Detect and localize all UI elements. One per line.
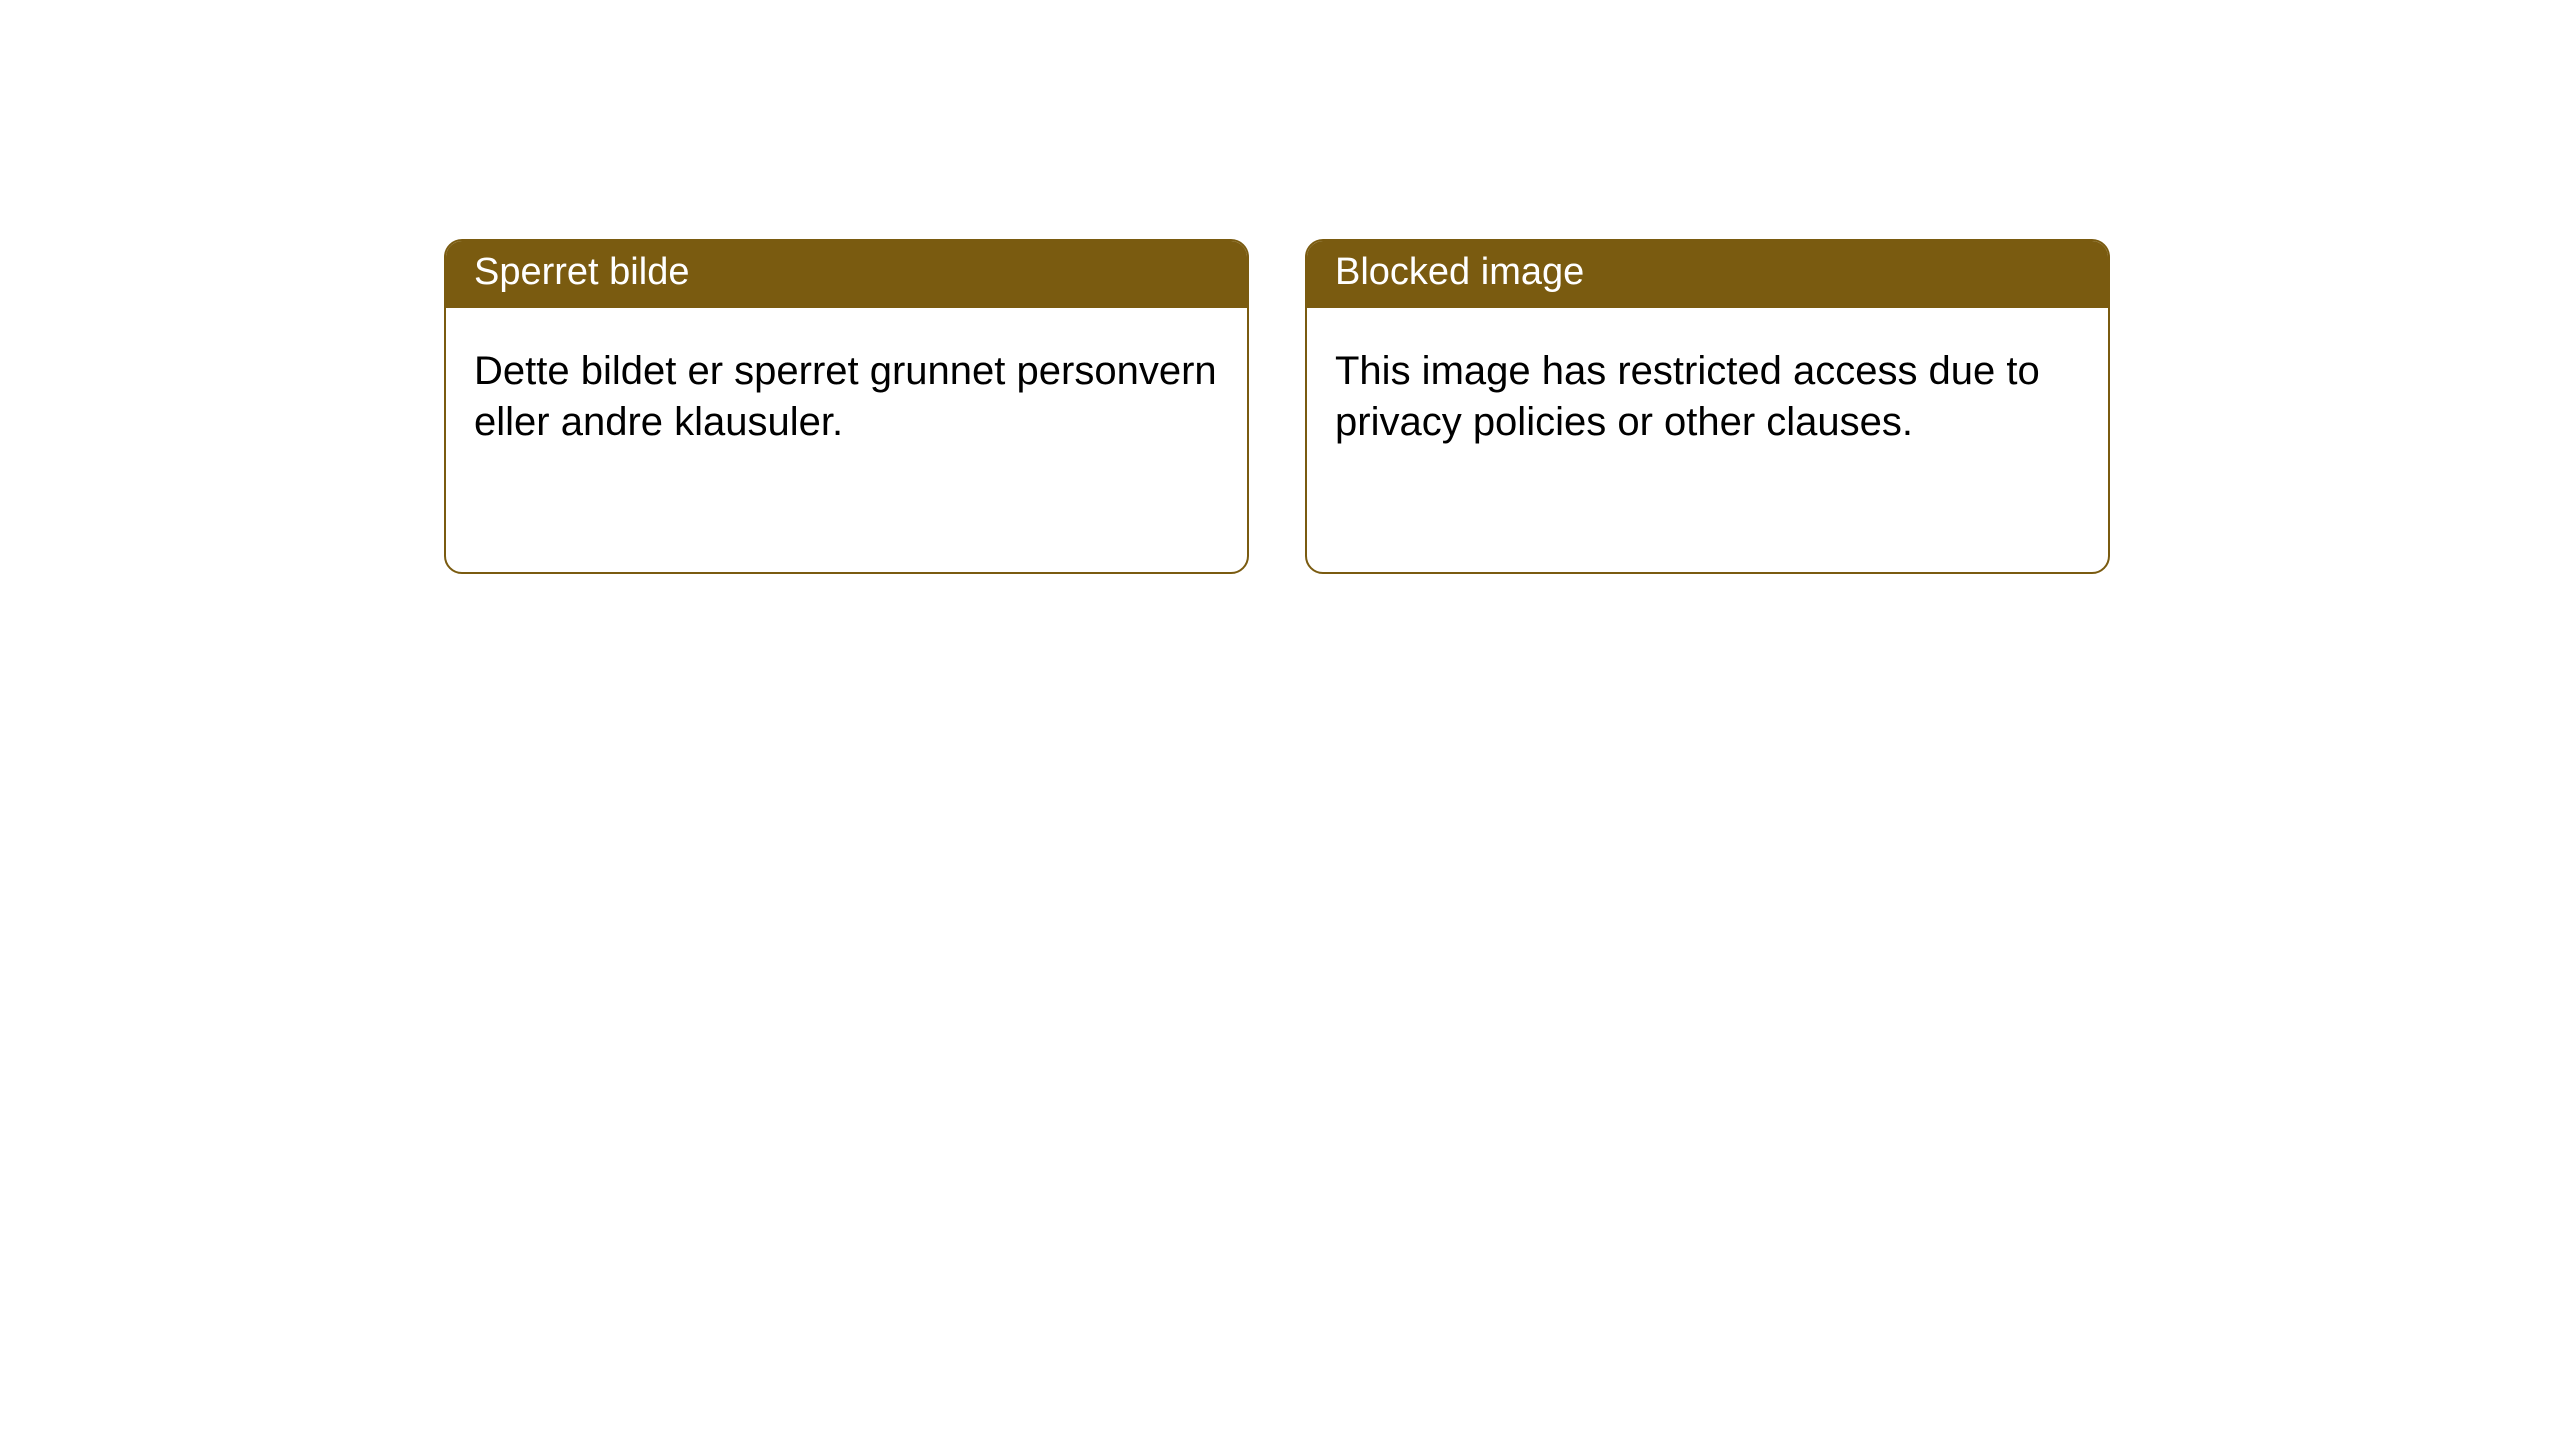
notice-header-norwegian: Sperret bilde <box>446 241 1247 308</box>
notice-card-english: Blocked image This image has restricted … <box>1305 239 2110 574</box>
notice-body-norwegian: Dette bildet er sperret grunnet personve… <box>446 308 1247 476</box>
notice-body-english: This image has restricted access due to … <box>1307 308 2108 476</box>
notice-container: Sperret bilde Dette bildet er sperret gr… <box>444 239 2560 574</box>
notice-header-english: Blocked image <box>1307 241 2108 308</box>
notice-card-norwegian: Sperret bilde Dette bildet er sperret gr… <box>444 239 1249 574</box>
